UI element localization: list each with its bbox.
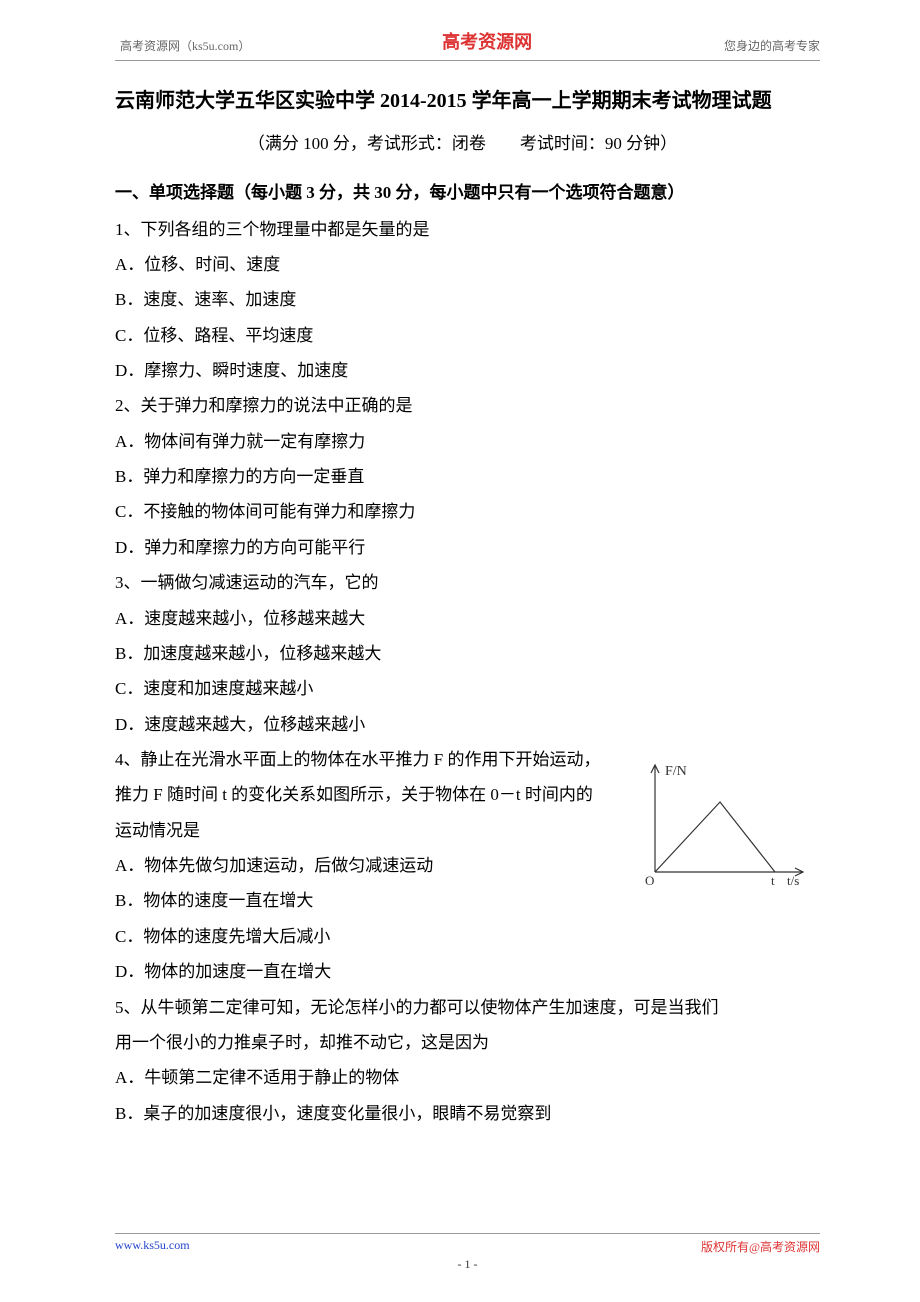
q5-stem-line1: 5、从牛顿第二定律可知，无论怎样小的力都可以使物体产生加速度，可是当我们	[115, 990, 810, 1025]
page-number: - 1 -	[115, 1257, 820, 1272]
q5-stem-line2: 用一个很小的力推桌子时，却推不动它，这是因为	[115, 1025, 810, 1060]
q2-option-b: B．弹力和摩擦力的方向一定垂直	[115, 459, 810, 494]
q1-option-b: B．速度、速率、加速度	[115, 282, 810, 317]
section-1-header: 一、单项选择题（每小题 3 分，共 30 分，每小题中只有一个选项符合题意）	[115, 176, 810, 210]
q2-stem: 2、关于弹力和摩擦力的说法中正确的是	[115, 388, 810, 423]
footer-copyright: 版权所有@高考资源网	[701, 1238, 820, 1255]
q3-option-d: D．速度越来越大，位移越来越小	[115, 707, 810, 742]
q4-figure-ylabel: F/N	[665, 764, 687, 779]
q1-option-c: C．位移、路程、平均速度	[115, 318, 810, 353]
q3-option-c: C．速度和加速度越来越小	[115, 671, 810, 706]
question-5: 5、从牛顿第二定律可知，无论怎样小的力都可以使物体产生加速度，可是当我们 用一个…	[115, 990, 810, 1131]
q4-figure: F/N O t t/s	[635, 757, 810, 892]
q1-stem: 1、下列各组的三个物理量中都是矢量的是	[115, 212, 810, 247]
q2-option-a: A．物体间有弹力就一定有摩擦力	[115, 424, 810, 459]
q4-figure-origin: O	[645, 873, 654, 888]
exam-info: （满分 100 分，考试形式：闭卷 考试时间：90 分钟）	[115, 129, 810, 160]
q4-figure-xlabel: t/s	[787, 873, 799, 888]
q4-option-c: C．物体的速度先增大后减小	[115, 919, 810, 954]
q3-stem: 3、一辆做匀减速运动的汽车，它的	[115, 565, 810, 600]
q3-option-a: A．速度越来越小，位移越来越大	[115, 601, 810, 636]
q3-option-b: B．加速度越来越小，位移越来越大	[115, 636, 810, 671]
q4-option-d: D．物体的加速度一直在增大	[115, 954, 810, 989]
q2-option-d: D．弹力和摩擦力的方向可能平行	[115, 530, 810, 565]
q5-option-a: A．牛顿第二定律不适用于静止的物体	[115, 1060, 810, 1095]
footer-url: www.ks5u.com	[115, 1238, 190, 1255]
page-footer: www.ks5u.com 版权所有@高考资源网 - 1 -	[0, 1233, 920, 1272]
question-4: F/N O t t/s 4、静止在光滑水平面上的物体在水平推力 F 的作用下开始…	[115, 742, 810, 990]
q4-figure-t: t	[771, 873, 775, 888]
header-center-logo-text: 高考资源网	[442, 28, 532, 54]
q2-option-c: C．不接触的物体间可能有弹力和摩擦力	[115, 494, 810, 529]
footer-divider	[115, 1233, 820, 1234]
q1-option-d: D．摩擦力、瞬时速度、加速度	[115, 353, 810, 388]
question-1: 1、下列各组的三个物理量中都是矢量的是 A．位移、时间、速度 B．速度、速率、加…	[115, 212, 810, 389]
header-left-text: 高考资源网（ks5u.com）	[120, 37, 250, 54]
question-2: 2、关于弹力和摩擦力的说法中正确的是 A．物体间有弹力就一定有摩擦力 B．弹力和…	[115, 388, 810, 565]
header-right-text: 您身边的高考专家	[724, 37, 820, 54]
content-area: 云南师范大学五华区实验中学 2014-2015 学年高一上学期期末考试物理试题 …	[0, 61, 920, 1131]
question-3: 3、一辆做匀减速运动的汽车，它的 A．速度越来越小，位移越来越大 B．加速度越来…	[115, 565, 810, 742]
exam-title: 云南师范大学五华区实验中学 2014-2015 学年高一上学期期末考试物理试题	[115, 79, 810, 123]
q1-option-a: A．位移、时间、速度	[115, 247, 810, 282]
page-header: 高考资源网（ks5u.com） 高考资源网 您身边的高考专家	[0, 0, 920, 60]
q5-option-b: B．桌子的加速度很小，速度变化量很小，眼睛不易觉察到	[115, 1096, 810, 1131]
